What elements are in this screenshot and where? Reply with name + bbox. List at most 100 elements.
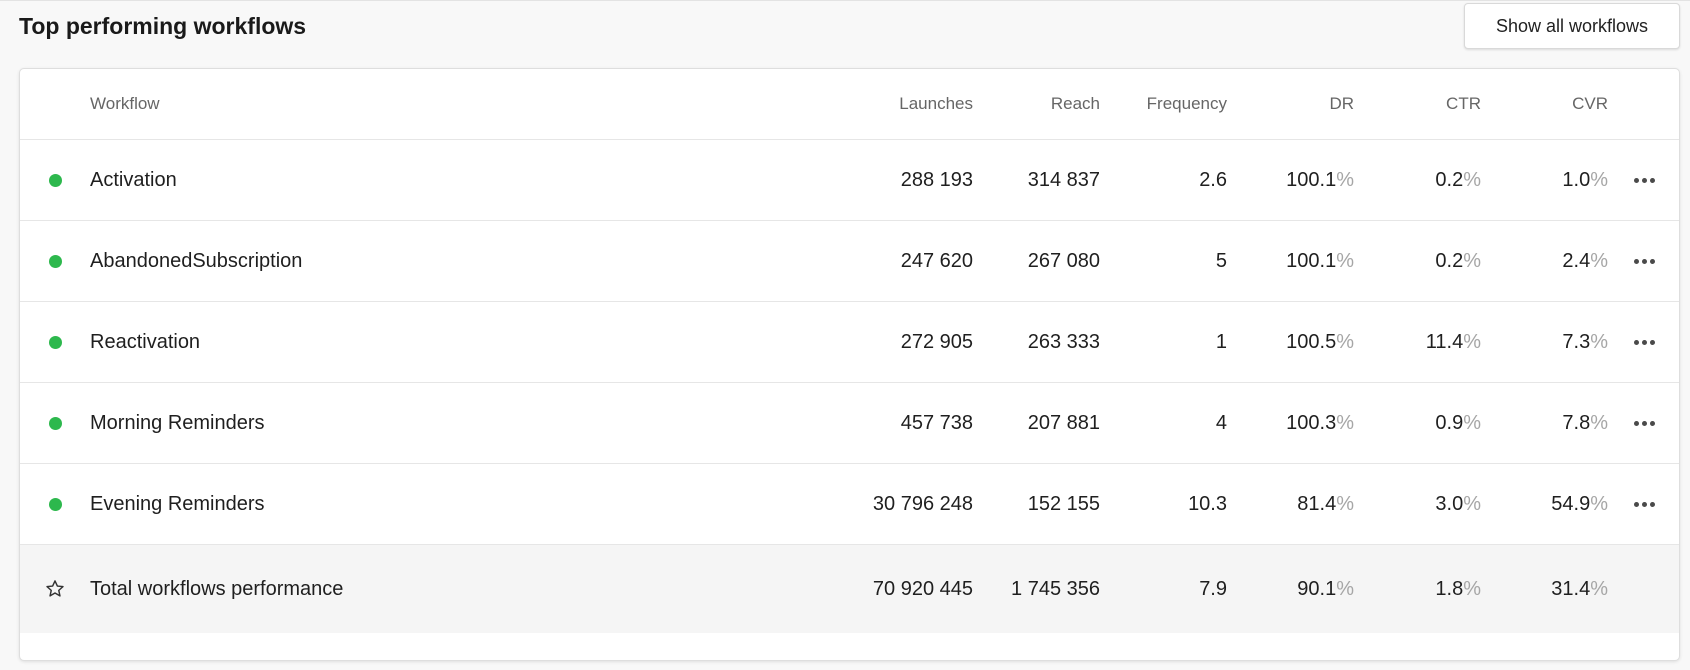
ctr-value: 1.8: [1435, 577, 1464, 600]
cell-status: [20, 464, 90, 544]
cell-cvr: 2.4%: [1481, 221, 1608, 301]
more-options-icon[interactable]: [1628, 253, 1661, 270]
frequency-value: 10.3: [1188, 492, 1227, 515]
cell-frequency: 4: [1100, 383, 1227, 463]
total-row: Total workflows performance 70 920 445 1 7…: [20, 545, 1679, 633]
cell-ctr: 1.8%: [1354, 545, 1481, 633]
dr-value: 81.4: [1297, 492, 1337, 515]
cell-frequency: 10.3: [1100, 464, 1227, 544]
frequency-value: 2.6: [1199, 168, 1227, 191]
cell-status: [20, 140, 90, 220]
workflows-table: Workflow Launches Reach Frequency DR CTR…: [19, 68, 1680, 661]
dr-value: 90.1: [1297, 577, 1337, 600]
percent-sign: %: [1336, 411, 1354, 434]
cell-total-icon: [20, 545, 90, 633]
percent-sign: %: [1463, 492, 1481, 515]
cell-ctr: 11.4%: [1354, 302, 1481, 382]
percent-sign: %: [1590, 411, 1608, 434]
reach-value: 152 155: [1027, 492, 1100, 515]
table-row[interactable]: Reactivation 272 905 263 333 1 100.5% 11.4% 7.…: [20, 302, 1679, 383]
more-options-icon[interactable]: [1628, 172, 1661, 189]
cell-launches: 457 738: [740, 383, 973, 463]
cell-dr: 81.4%: [1227, 464, 1354, 544]
status-active-dot-icon: [48, 416, 62, 430]
cell-status: [20, 221, 90, 301]
column-header-ctr[interactable]: CTR: [1446, 94, 1481, 113]
cell-launches: 70 920 445: [740, 545, 973, 633]
column-header-dr[interactable]: DR: [1329, 94, 1354, 113]
more-options-icon[interactable]: [1628, 496, 1661, 513]
star-icon: [46, 580, 64, 597]
cell-actions: [1608, 221, 1679, 301]
cvr-value: 54.9: [1551, 492, 1591, 515]
table-row[interactable]: Activation 288 193 314 837 2.6 100.1% 0.2% 1.0…: [20, 140, 1679, 221]
table-row[interactable]: Morning Reminders 457 738 207 881 4 100.3% 0.…: [20, 383, 1679, 464]
cell-dr: 90.1%: [1227, 545, 1354, 633]
show-all-workflows-button[interactable]: Show all workflows: [1464, 3, 1680, 49]
column-header-workflow[interactable]: Workflow: [90, 94, 160, 113]
more-options-icon[interactable]: [1628, 415, 1661, 432]
launches-value: 247 620: [900, 249, 973, 272]
cell-frequency: 2.6: [1100, 140, 1227, 220]
cell-reach: 207 881: [973, 383, 1100, 463]
cell-launches: 247 620: [740, 221, 973, 301]
cell-frequency: 7.9: [1100, 545, 1227, 633]
cell-launches: 30 796 248: [740, 464, 973, 544]
workflow-name[interactable]: Morning Reminders: [90, 411, 265, 434]
percent-sign: %: [1336, 577, 1354, 600]
workflow-name[interactable]: Evening Reminders: [90, 492, 265, 515]
cell-ctr: 0.9%: [1354, 383, 1481, 463]
percent-sign: %: [1463, 411, 1481, 434]
cvr-value: 7.3: [1562, 330, 1591, 353]
column-header-frequency[interactable]: Frequency: [1146, 94, 1227, 113]
status-active-dot-icon: [48, 497, 62, 511]
cell-reach: 1 745 356: [973, 545, 1100, 633]
cvr-value: 31.4: [1551, 577, 1591, 600]
workflow-name[interactable]: Reactivation: [90, 330, 201, 353]
launches-value: 457 738: [900, 411, 973, 434]
cell-ctr: 0.2%: [1354, 221, 1481, 301]
percent-sign: %: [1336, 168, 1354, 191]
cell-reach: 263 333: [973, 302, 1100, 382]
ctr-value: 3.0: [1435, 492, 1464, 515]
page-title: Top performing workflows: [19, 13, 307, 39]
status-active-dot-icon: [48, 173, 62, 187]
column-header-reach[interactable]: Reach: [1050, 94, 1100, 113]
percent-sign: %: [1463, 577, 1481, 600]
dr-value: 100.1: [1286, 249, 1337, 272]
frequency-value: 4: [1215, 411, 1227, 434]
column-header-cvr[interactable]: CVR: [1572, 94, 1608, 113]
dr-value: 100.5: [1286, 330, 1337, 353]
workflow-name[interactable]: AbandonedSubscription: [90, 249, 303, 272]
cell-cvr: 7.3%: [1481, 302, 1608, 382]
frequency-value: 1: [1215, 330, 1227, 353]
table-row[interactable]: Evening Reminders 30 796 248 152 155 10.3 81…: [20, 464, 1679, 545]
status-active-dot-icon: [48, 335, 62, 349]
ctr-value: 0.2: [1435, 168, 1464, 191]
workflow-name[interactable]: Activation: [90, 168, 177, 191]
percent-sign: %: [1463, 330, 1481, 353]
launches-value: 288 193: [900, 168, 973, 191]
percent-sign: %: [1590, 168, 1608, 191]
cvr-value: 1.0: [1562, 168, 1591, 191]
header-status-spacer: [20, 69, 90, 139]
status-active-dot-icon: [48, 254, 62, 268]
table-row[interactable]: AbandonedSubscription 247 620 267 080 5 100.…: [20, 221, 1679, 302]
cell-frequency: 1: [1100, 302, 1227, 382]
cvr-value: 2.4: [1562, 249, 1591, 272]
percent-sign: %: [1463, 168, 1481, 191]
cell-cvr: 31.4%: [1481, 545, 1608, 633]
cell-launches: 272 905: [740, 302, 973, 382]
cell-dr: 100.1%: [1227, 221, 1354, 301]
reach-value: 207 881: [1027, 411, 1100, 434]
frequency-value: 5: [1215, 249, 1227, 272]
cell-status: [20, 383, 90, 463]
more-options-icon[interactable]: [1628, 334, 1661, 351]
launches-value: 30 796 248: [872, 492, 973, 515]
launches-value: 272 905: [900, 330, 973, 353]
ctr-value: 0.9: [1435, 411, 1464, 434]
column-header-launches[interactable]: Launches: [899, 94, 973, 113]
cell-dr: 100.5%: [1227, 302, 1354, 382]
reach-value: 263 333: [1027, 330, 1100, 353]
percent-sign: %: [1463, 249, 1481, 272]
